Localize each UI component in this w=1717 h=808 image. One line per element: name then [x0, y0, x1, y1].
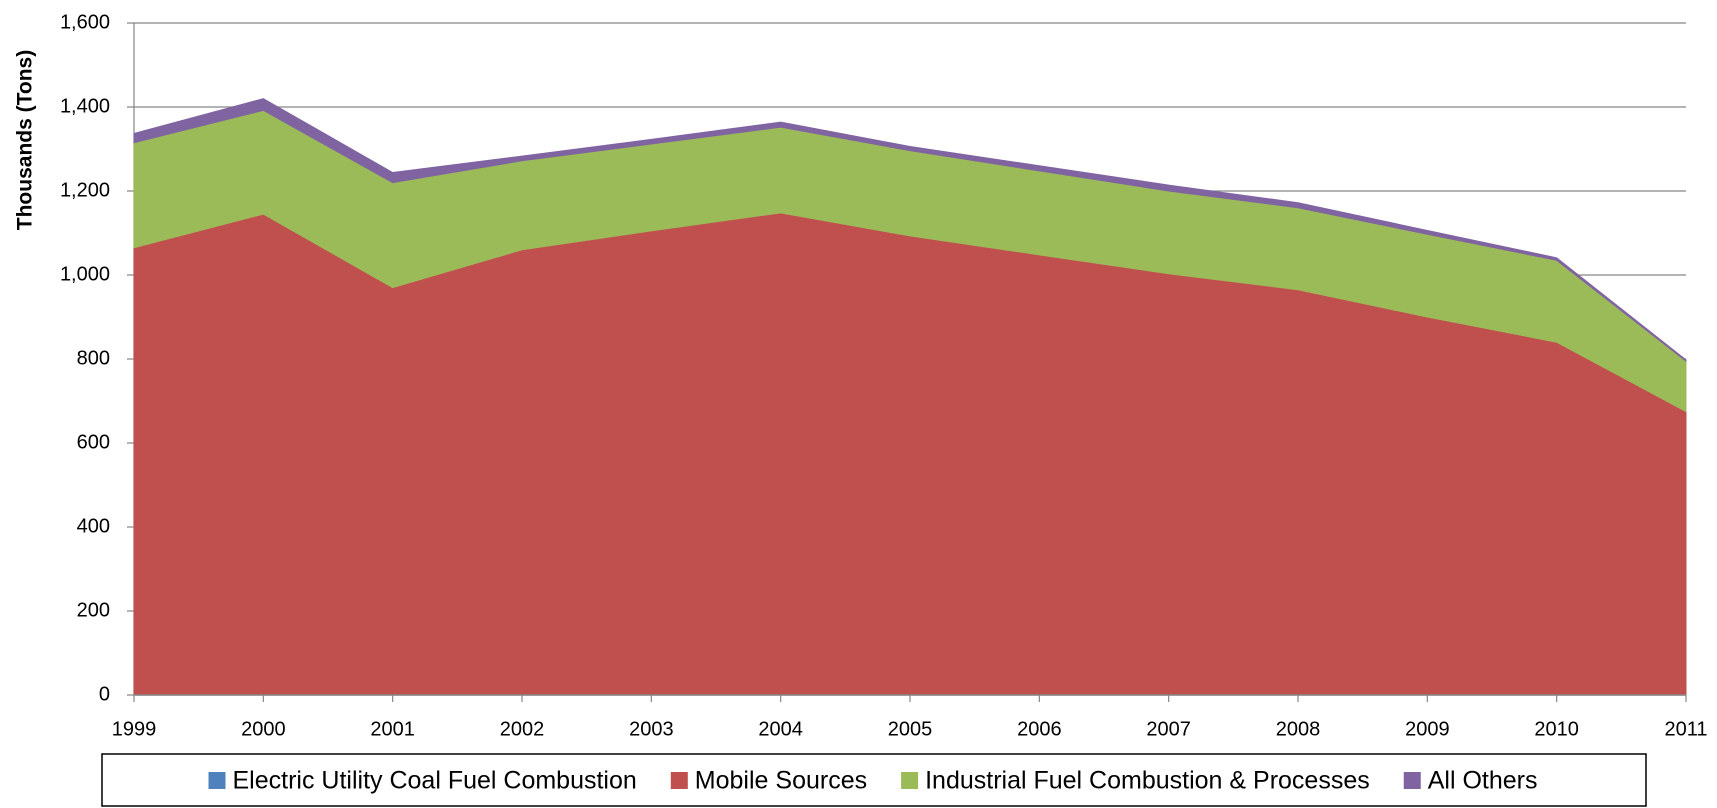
x-tick-label: 2004: [758, 718, 803, 740]
y-axis-title: Thousands (Tons): [14, 50, 37, 230]
y-tick-label: 1,200: [60, 179, 110, 201]
legend-swatch: [208, 772, 226, 789]
y-tick-label: 1,400: [60, 95, 110, 117]
y-tick-label: 800: [77, 347, 110, 369]
x-tick-label: 2006: [1017, 718, 1062, 740]
x-tick-label: 2001: [370, 718, 415, 740]
y-tick-label: 1,600: [60, 11, 110, 33]
y-tick-label: 600: [77, 431, 110, 453]
legend-swatch: [1403, 772, 1421, 789]
y-tick-label: 400: [77, 515, 110, 537]
x-tick-label: 2009: [1405, 718, 1450, 740]
x-tick-label: 1999: [112, 718, 157, 740]
legend-label: Electric Utility Coal Fuel Combustion: [233, 767, 637, 795]
legend-label: Mobile Sources: [695, 767, 867, 795]
legend-swatch: [670, 772, 688, 789]
y-tick-label: 1,000: [60, 263, 110, 285]
y-tick-label: 200: [77, 599, 110, 621]
x-tick-label: 2003: [629, 718, 674, 740]
legend-box: [101, 753, 1647, 807]
legend-swatch: [901, 772, 919, 789]
x-tick-label: 2011: [1664, 718, 1707, 740]
x-tick-label: 2002: [500, 718, 545, 740]
legend-label: All Others: [1428, 767, 1538, 795]
x-tick-label: 2000: [241, 718, 286, 740]
y-tick-label: 0: [99, 683, 110, 705]
x-tick-label: 2007: [1146, 718, 1191, 740]
area: [133, 98, 1687, 363]
x-tick-label: 2005: [888, 718, 933, 740]
legend-label: Industrial Fuel Combustion & Processes: [925, 767, 1370, 795]
x-tick-label: 2010: [1534, 718, 1579, 740]
x-tick-label: 2008: [1276, 718, 1321, 740]
legend: Electric Utility Coal Fuel Combustion Mob…: [208, 767, 1538, 795]
